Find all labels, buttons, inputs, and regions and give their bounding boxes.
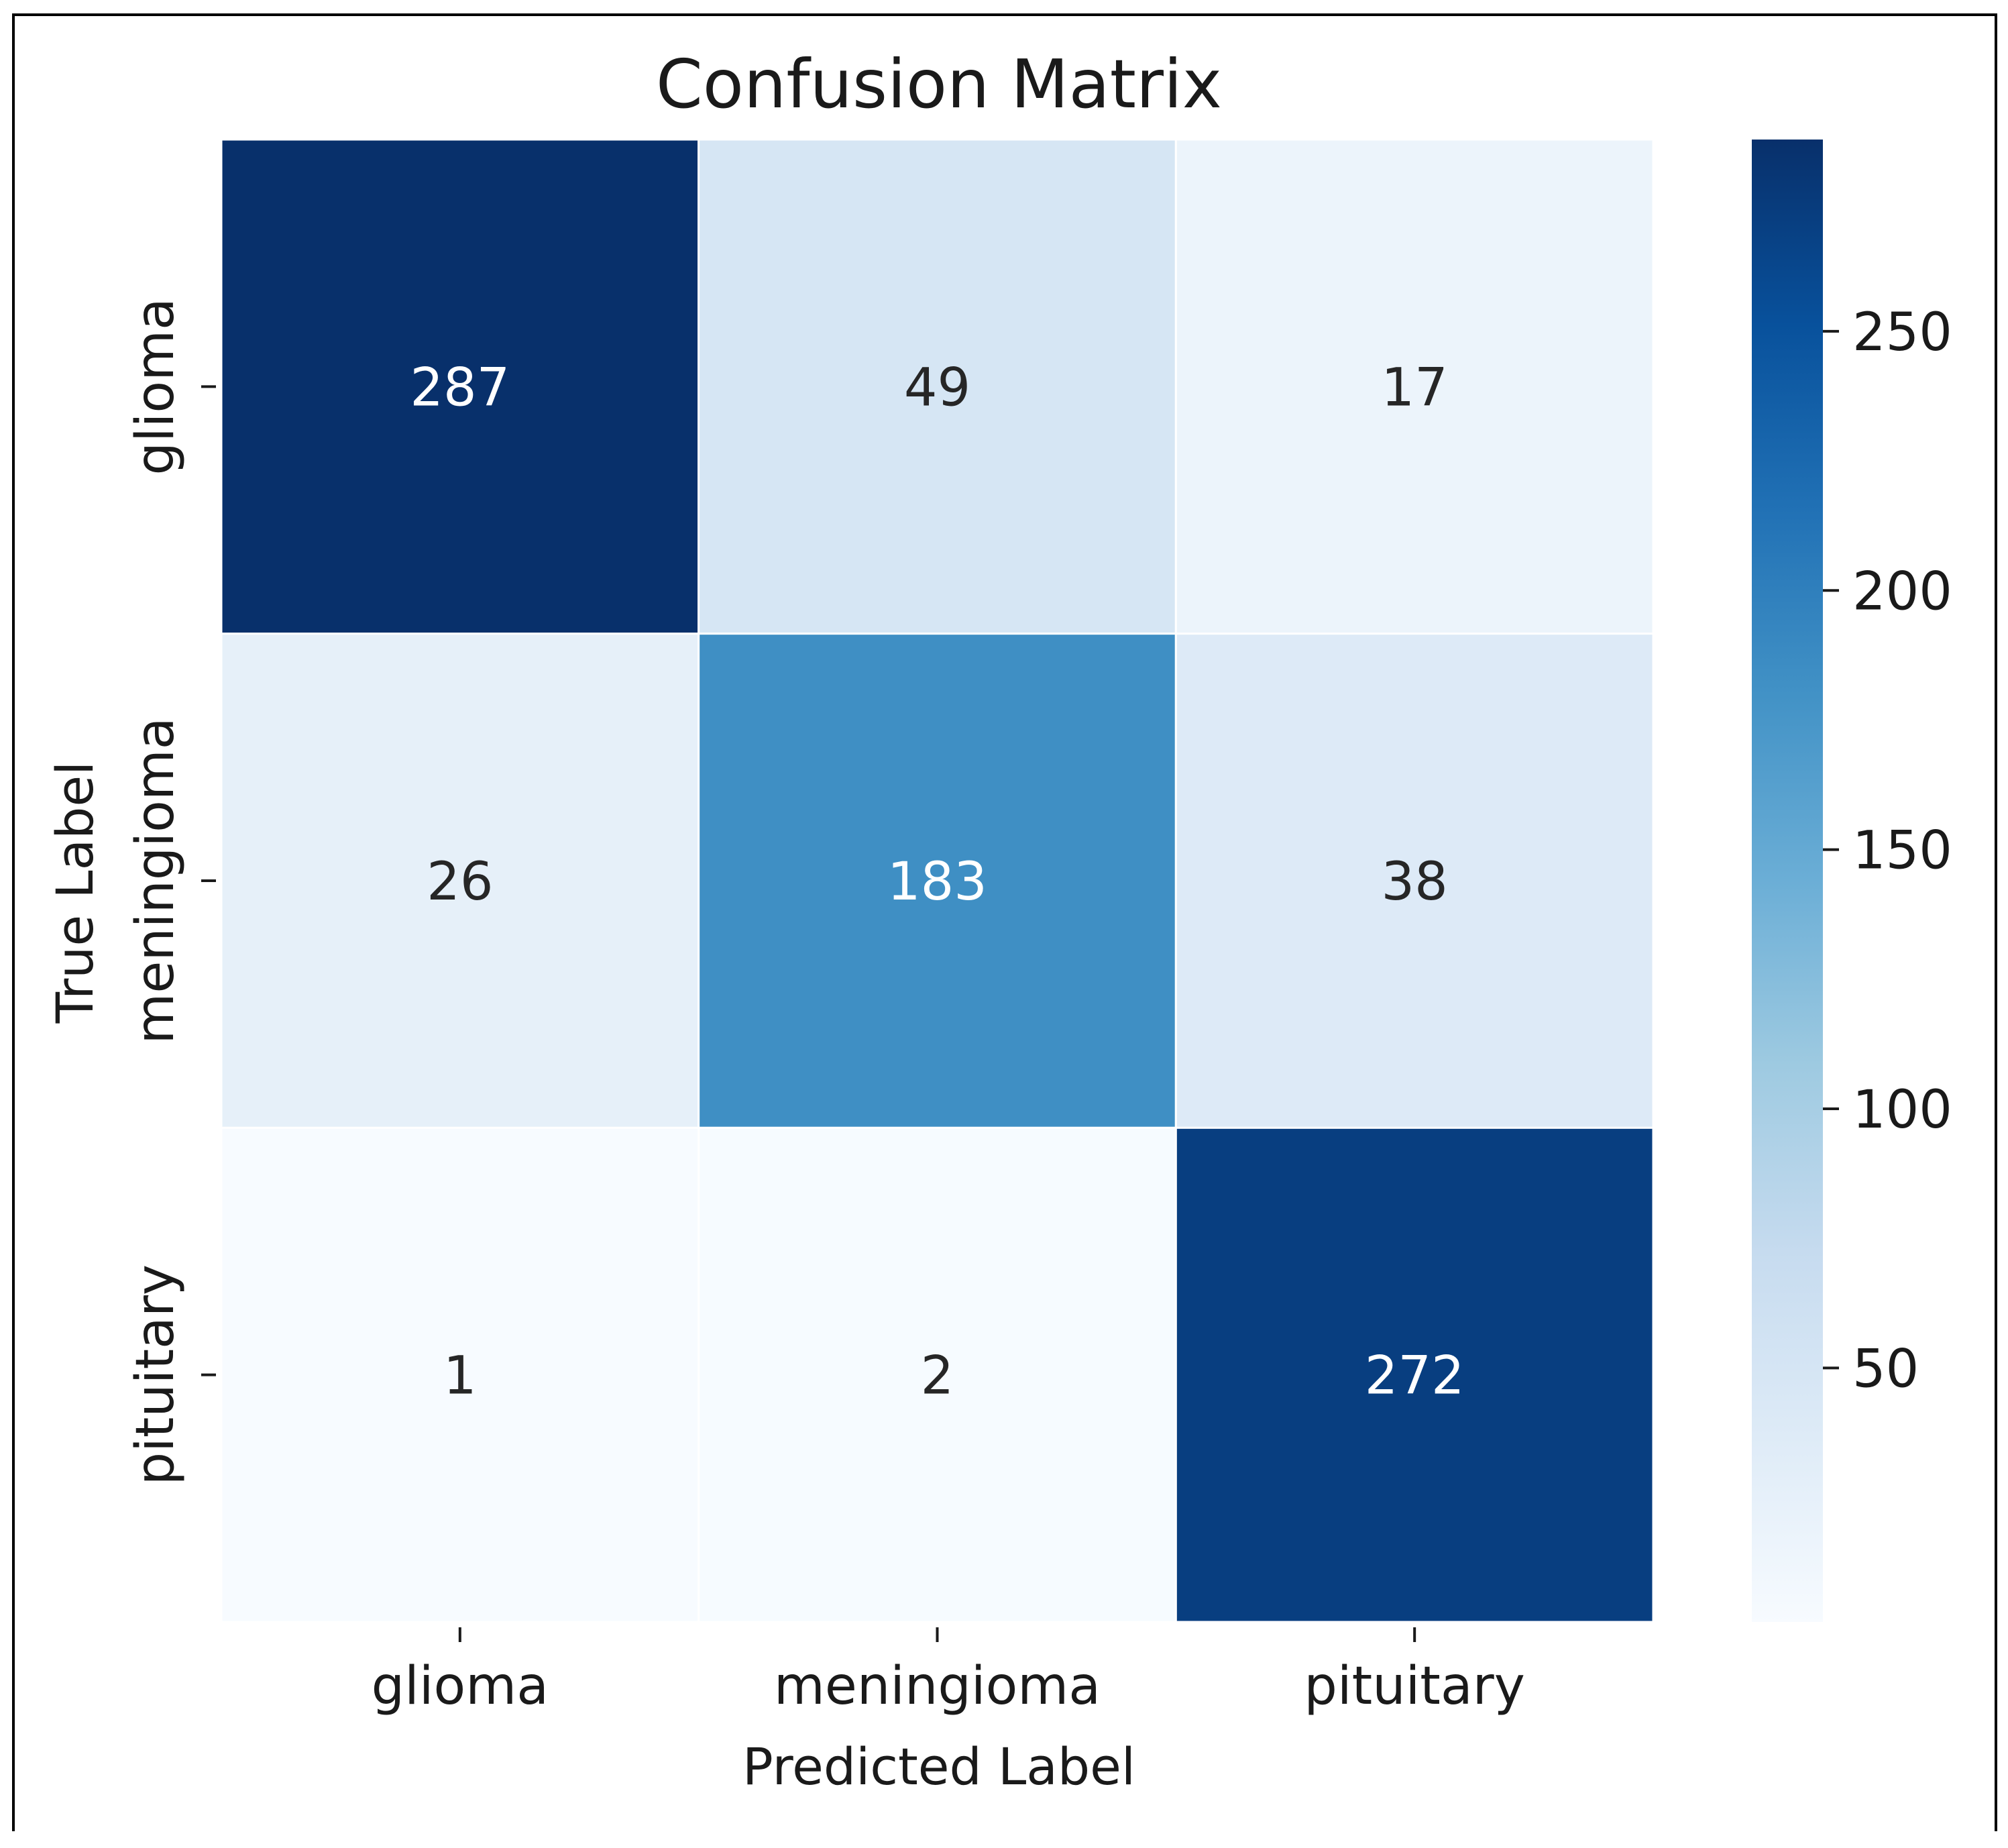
cell-value-label: 183 — [887, 852, 987, 912]
heatmap-cell — [1174, 633, 1655, 1129]
figure-frame — [12, 13, 1997, 1831]
heatmap-cell — [1174, 138, 1655, 635]
colorbar-ticks: 50 100 150 200 250 — [1823, 303, 1952, 1399]
colorbar-tick-label: 200 — [1852, 561, 1952, 622]
x-tick-label: meningioma — [774, 1656, 1101, 1717]
chart-title: Confusion Matrix — [656, 45, 1222, 123]
colorbar — [1752, 140, 1823, 1622]
cell-value-label: 38 — [1382, 852, 1448, 912]
x-axis-ticks: glioma meningioma pituitary — [372, 1627, 1525, 1717]
cell-value-label: 26 — [427, 852, 493, 912]
cell-value-label: 17 — [1382, 358, 1448, 418]
y-tick-label: meningioma — [125, 717, 186, 1044]
colorbar-tick-label: 150 — [1852, 821, 1952, 881]
cell-value-label: 272 — [1365, 1346, 1465, 1407]
heatmap-cell — [220, 633, 700, 1129]
y-tick-label: pituitary — [125, 1264, 186, 1485]
x-axis-label: Predicted Label — [742, 1737, 1135, 1796]
cell-value-label: 287 — [410, 358, 510, 418]
cell-value-label: 2 — [921, 1346, 954, 1407]
cell-value-label: 1 — [443, 1346, 477, 1407]
heatmap-cell — [698, 1126, 1177, 1623]
x-tick-label: pituitary — [1304, 1656, 1524, 1717]
colorbar-tick-label: 50 — [1852, 1339, 1919, 1399]
colorbar-tick-label: 100 — [1852, 1080, 1952, 1140]
y-axis-ticks: glioma meningioma pituitary — [125, 298, 216, 1485]
x-tick-label: glioma — [372, 1656, 549, 1717]
heatmap-cell — [698, 633, 1177, 1129]
cell-value-label: 49 — [904, 358, 970, 418]
heatmap-cell — [1174, 1126, 1655, 1623]
y-tick-label: glioma — [125, 298, 186, 475]
heatmap-cell — [220, 138, 700, 635]
colorbar-tick-label: 250 — [1852, 303, 1952, 363]
y-axis-label: True Label — [45, 761, 105, 1024]
heatmap-cells: 287 49 17 26 183 38 1 2 272 — [220, 138, 1655, 1623]
